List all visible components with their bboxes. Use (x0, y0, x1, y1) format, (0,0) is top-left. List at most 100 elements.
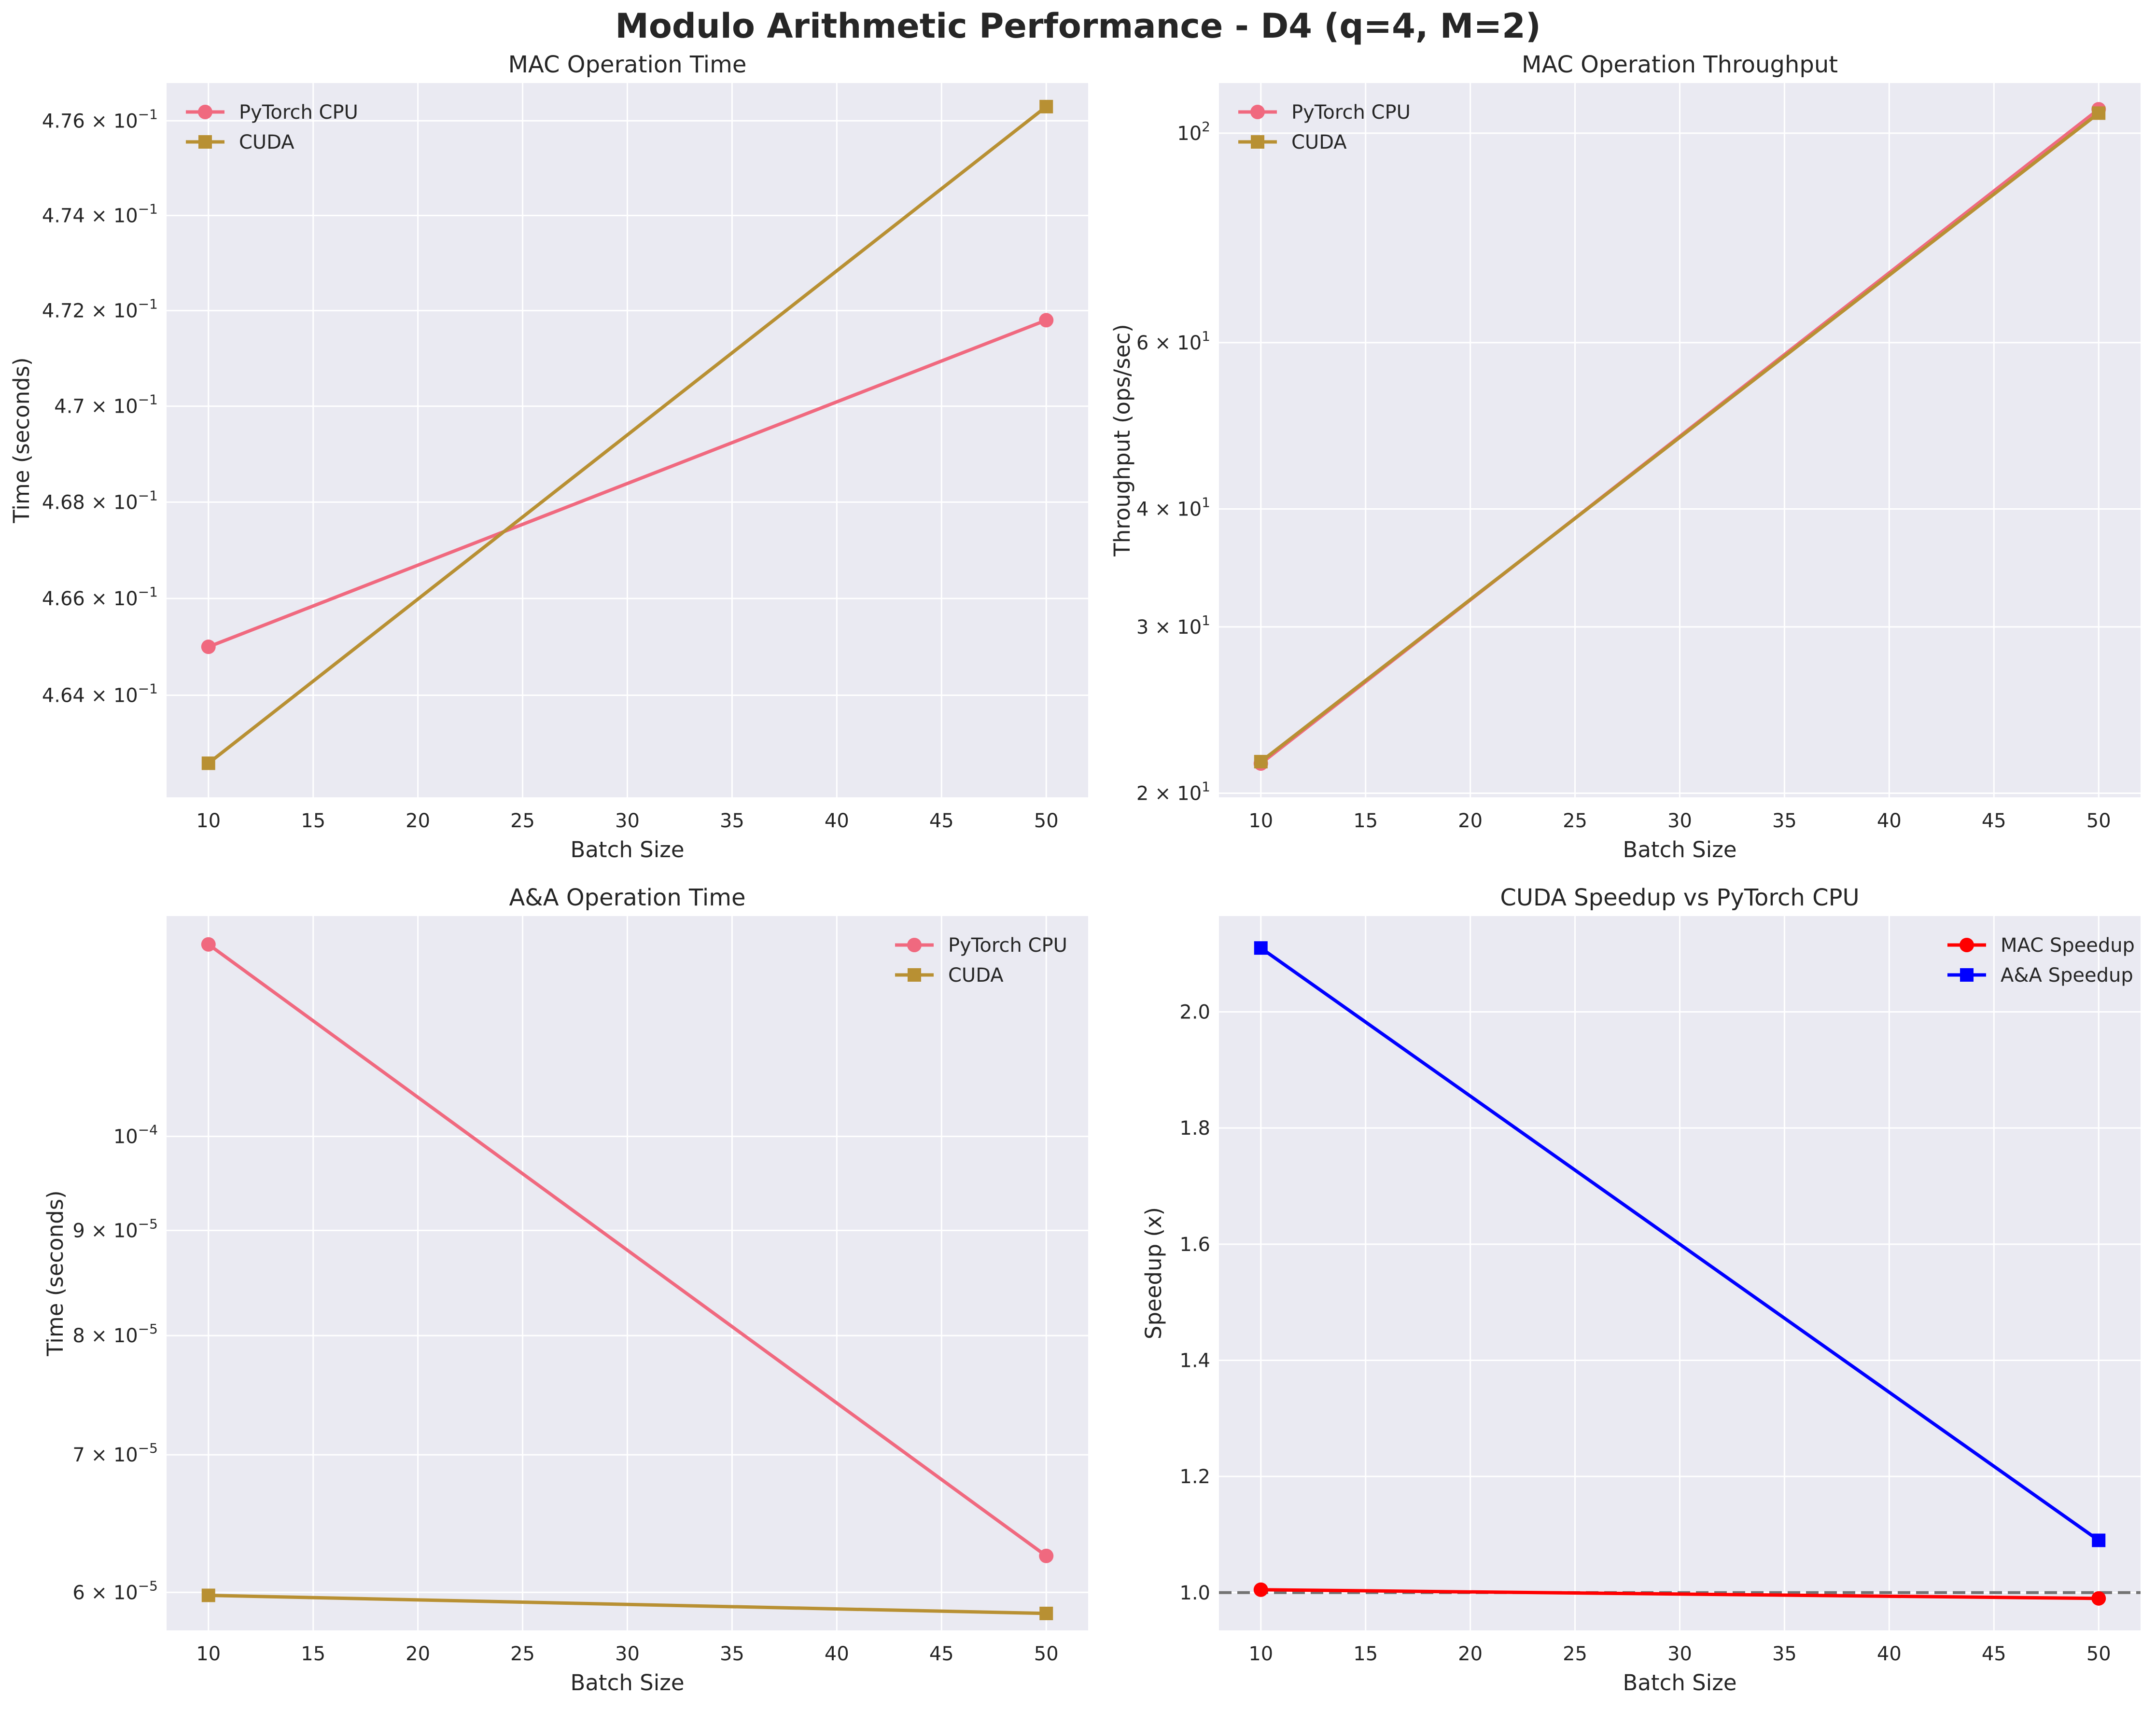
data-point (201, 756, 215, 770)
x-tick-label: 35 (1772, 1643, 1797, 1665)
y-tick-label: 102 (1177, 119, 1210, 145)
x-tick-label: 50 (1034, 810, 1059, 832)
data-point (2091, 1591, 2106, 1606)
y-tick-label: 1.4 (1179, 1349, 1210, 1372)
series-line (207, 943, 1048, 1557)
x-tick-label: 25 (1563, 810, 1587, 832)
data-point (1254, 755, 1268, 769)
x-tick-label: 30 (615, 1643, 640, 1665)
series-line (208, 1593, 1047, 1615)
data-point (2092, 106, 2106, 120)
x-tick-label: 30 (1667, 810, 1692, 832)
legend: MAC Speedup A&A Speedup (1947, 934, 2135, 987)
x-tick-label: 25 (1563, 1643, 1587, 1665)
x-tick-label: 45 (929, 1643, 954, 1665)
x-tick-label: 10 (1248, 1643, 1273, 1665)
x-tick-label: 25 (510, 810, 535, 832)
legend-label: MAC Speedup (2001, 934, 2135, 957)
y-axis-label: Time (seconds) (42, 1190, 68, 1356)
y-tick-label: 3 × 101 (1136, 612, 1210, 639)
legend-marker (907, 938, 922, 952)
x-axis-label: Batch Size (1623, 837, 1736, 862)
x-tick-label: 15 (1353, 810, 1378, 832)
legend-label: CUDA (239, 131, 294, 153)
data-point (201, 937, 216, 952)
y-axis-label: Time (seconds) (9, 357, 34, 523)
legend-marker (1960, 938, 1974, 952)
legend-marker (1960, 968, 1974, 982)
data-point (1253, 1582, 1268, 1597)
x-axis-label: Batch Size (570, 837, 684, 862)
x-tick-label: 20 (1458, 1643, 1483, 1665)
legend-marker (1251, 135, 1264, 149)
x-tick-label: 45 (929, 810, 954, 832)
x-tick-label: 15 (1353, 1643, 1378, 1665)
subplot-title: MAC Operation Time (508, 51, 747, 78)
y-axis-label: Speedup (x) (1141, 1207, 1166, 1339)
x-tick-label: 45 (1982, 1643, 2006, 1665)
legend-label: CUDA (1291, 131, 1347, 153)
x-tick-label: 35 (1772, 810, 1797, 832)
subplot-3: 10 15 20 25 30 35 40 45 506 × 10−57 × 10−58 × 10… (42, 884, 1088, 1696)
legend-label: PyTorch CPU (239, 101, 358, 124)
legend-label: A&A Speedup (2001, 964, 2133, 987)
y-tick-label: 4 × 101 (1136, 494, 1210, 520)
legend: PyTorch CPU CUDA (895, 934, 1067, 987)
legend-label: CUDA (948, 964, 1004, 987)
x-tick-label: 30 (615, 810, 640, 832)
legend-marker (908, 968, 921, 982)
y-tick-label: 2 × 101 (1136, 779, 1210, 805)
y-tick-label: 2.0 (1179, 1001, 1210, 1024)
legend-label: PyTorch CPU (948, 934, 1067, 957)
legend-marker (198, 105, 212, 119)
data-point (1039, 313, 1054, 328)
x-axis-label: Batch Size (1623, 1670, 1736, 1696)
data-point (2092, 1533, 2106, 1547)
x-tick-label: 40 (825, 810, 849, 832)
x-tick-label: 45 (1982, 810, 2006, 832)
data-point (1039, 1606, 1053, 1620)
legend-label: PyTorch CPU (1291, 101, 1411, 124)
series-cuda (1254, 106, 2106, 769)
x-tick-label: 50 (2086, 1643, 2111, 1665)
figure-title: Modulo Arithmetic Performance - D4 (q=4,… (615, 6, 1541, 46)
x-tick-label: 30 (1667, 1643, 1692, 1665)
series-cuda (201, 99, 1053, 770)
data-point (201, 640, 216, 654)
x-tick-label: 40 (1877, 810, 1902, 832)
x-tick-label: 15 (301, 1643, 325, 1665)
subplot-title: MAC Operation Throughput (1522, 51, 1838, 78)
data-point (1039, 1548, 1054, 1563)
legend-marker (1250, 105, 1265, 119)
x-tick-label: 20 (406, 1643, 430, 1665)
series-line (208, 319, 1047, 649)
series-a-a-speedup (1254, 941, 2106, 1547)
x-tick-label: 50 (1034, 1643, 1059, 1665)
x-tick-label: 40 (825, 1643, 849, 1665)
series-cuda (201, 1588, 1053, 1620)
x-tick-label: 50 (2086, 810, 2111, 832)
series-pytorch-cpu (201, 313, 1054, 654)
data-point (201, 1588, 215, 1602)
series-line (1260, 111, 2100, 763)
y-tick-label: 1.6 (1179, 1234, 1210, 1256)
y-tick-label: 6 × 101 (1136, 328, 1210, 354)
series-line (207, 105, 1048, 765)
y-tick-label: 1.0 (1179, 1582, 1210, 1604)
subplot-2: 10 15 20 25 30 35 40 45 50 2 × 101 3 × 101 4 × 101 6… (1109, 51, 2141, 862)
x-tick-label: 35 (720, 810, 744, 832)
series-pytorch-cpu (201, 937, 1054, 1563)
y-tick-label: 1.8 (1179, 1117, 1210, 1140)
y-tick-label: 1.2 (1179, 1466, 1210, 1488)
y-tick-label: 8 × 10−5 (72, 1321, 158, 1347)
data-point (1039, 99, 1053, 113)
series-line (1260, 1588, 2099, 1600)
x-tick-label: 35 (720, 1643, 744, 1665)
data-point (1254, 941, 1268, 955)
subplot-title: A&A Operation Time (509, 884, 746, 911)
subplot-4: 10 15 20 25 30 35 40 45 50 1.0 1.2 1.4 1.6 1.8 2.0 CUDA… (1141, 884, 2141, 1696)
x-tick-label: 25 (510, 1643, 535, 1665)
x-axis-label: Batch Size (570, 1670, 684, 1696)
x-tick-label: 10 (196, 810, 221, 832)
